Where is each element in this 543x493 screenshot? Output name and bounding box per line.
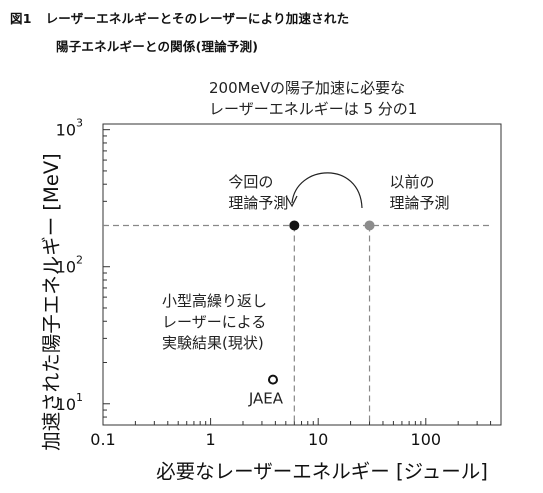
- experiment-note: 小型高繰り返し: [162, 292, 267, 310]
- figure-title-line1: レーザーエネルギーとそのレーザーにより加速された: [45, 11, 350, 26]
- y-tick-label: 102: [56, 254, 83, 277]
- point-current-prediction: [289, 220, 300, 231]
- figure-title-line2: 陽子エネルギーとの関係(理論予測): [56, 39, 259, 54]
- previous-prediction-label: 以前の: [390, 173, 435, 191]
- y-axis-label: 加速された陽子エネルギー [MeV]: [40, 153, 63, 451]
- y-tick-label: 103: [56, 117, 83, 140]
- plot-frame: [102, 123, 502, 426]
- experiment-note: レーザーによる: [162, 313, 266, 331]
- figure-caption-line1: 図1 レーザーエネルギーとそのレーザーにより加速された: [10, 8, 349, 27]
- headline-note: レーザーエネルギーは 5 分の1: [209, 100, 417, 118]
- jaea-label: JAEA: [248, 390, 284, 408]
- x-tick-label: 100: [411, 430, 442, 449]
- figure-number: 図1: [10, 11, 32, 26]
- x-axis-label: 必要なレーザーエネルギー [ジュール]: [156, 460, 488, 483]
- x-tick-label: 10: [308, 430, 328, 449]
- x-tick-label: 1: [206, 430, 216, 449]
- x-tick-label: 0.1: [90, 430, 115, 449]
- current-prediction-label: 今回の: [228, 173, 273, 191]
- experiment-note: 実験結果(現状): [162, 334, 264, 352]
- y-tick-label: 101: [56, 391, 83, 414]
- improvement-arrow: [291, 172, 363, 209]
- point-previous-prediction: [364, 220, 375, 231]
- previous-prediction-label: 理論予測: [390, 194, 450, 212]
- improvement-arrowhead: [285, 195, 298, 208]
- headline-note: 200MeVの陽子加速に必要な: [209, 79, 405, 97]
- point-jaea-experiment: [267, 374, 278, 385]
- current-prediction-label: 理論予測: [228, 194, 288, 212]
